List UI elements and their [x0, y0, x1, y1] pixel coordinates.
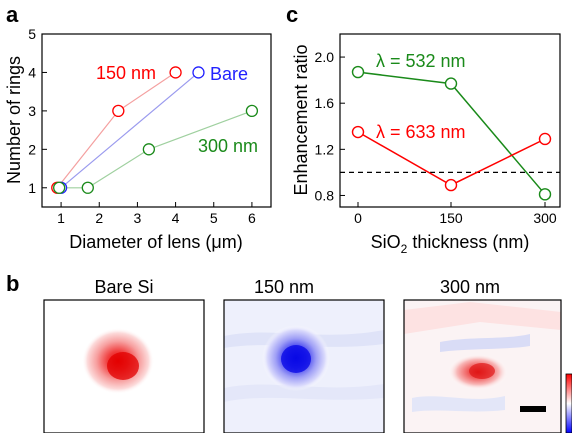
map-title-300nm: 300 nm — [440, 277, 500, 297]
map-bare-si — [44, 300, 204, 433]
legend-150nm: 150 nm — [96, 63, 156, 83]
c-data-point — [353, 127, 364, 138]
panel-b: b Bare Si 150 nm 300 nm — [6, 271, 572, 433]
c-x-tick-label: 0 — [354, 210, 362, 226]
a-data-point — [82, 182, 93, 193]
panel-a-y-axis-label: Number of rings — [4, 56, 24, 184]
a-y-tick-label: 2 — [28, 141, 36, 157]
a-data-point — [143, 144, 154, 155]
a-data-point — [246, 105, 257, 116]
panel-a-plot-frame — [42, 34, 271, 207]
a-series-line-0 — [57, 72, 175, 187]
panel-a-ticks: 1 2 3 4 5 6 1 2 3 4 5 — [28, 26, 256, 226]
c-x-tick-label: 150 — [439, 210, 463, 226]
map-150nm — [224, 300, 384, 433]
legend-532nm: λ = 532 nm — [376, 51, 466, 71]
panel-c-y-axis-label: Enhancement ratio — [291, 44, 311, 195]
c-data-point — [353, 67, 364, 78]
map-150nm-core-spot — [281, 345, 311, 373]
a-x-tick-label: 5 — [210, 210, 218, 226]
c-y-tick-label: 1.2 — [315, 141, 335, 157]
c-y-tick-label: 0.8 — [315, 187, 335, 203]
panel-a-label: a — [6, 2, 19, 27]
map-300nm-noise-3 — [412, 396, 505, 412]
a-data-point — [170, 67, 181, 78]
c-data-point — [446, 180, 457, 191]
a-x-tick-label: 4 — [172, 210, 180, 226]
c-data-point — [540, 189, 551, 200]
panel-c-label: c — [286, 2, 298, 27]
c-y-tick-label: 1.6 — [315, 95, 335, 111]
a-x-tick-label: 3 — [134, 210, 142, 226]
a-y-tick-label: 4 — [28, 64, 36, 80]
a-y-tick-label: 1 — [28, 180, 36, 196]
c-data-point — [446, 78, 457, 89]
a-x-tick-label: 1 — [57, 210, 65, 226]
a-data-point — [113, 105, 124, 116]
a-y-tick-label: 3 — [28, 103, 36, 119]
panel-a-series-lines — [57, 72, 252, 187]
map-300nm-core-spot — [469, 363, 495, 379]
colorbar — [566, 374, 572, 433]
panel-c-x-axis-label: SiO2 thickness (nm) — [371, 232, 530, 256]
panel-a-x-axis-label: Diameter of lens (μm) — [69, 232, 242, 252]
a-data-point — [54, 182, 65, 193]
map-bare-si-core-spot — [107, 352, 139, 380]
c-x-tick-label: 300 — [533, 210, 557, 226]
legend-bare: Bare — [210, 64, 248, 84]
scale-bar — [520, 406, 546, 412]
c-y-tick-label: 2.0 — [315, 49, 335, 65]
legend-633nm: λ = 633 nm — [376, 122, 466, 142]
c-data-point — [540, 133, 551, 144]
panel-b-label: b — [6, 271, 19, 296]
panel-a: a 1 2 3 4 5 6 1 2 3 4 5 Number of rings Diameter o… — [4, 2, 271, 252]
legend-300nm: 300 nm — [198, 136, 258, 156]
map-title-150nm: 150 nm — [254, 277, 314, 297]
a-y-tick-label: 5 — [28, 26, 36, 42]
a-x-tick-label: 2 — [95, 210, 103, 226]
map-title-bare-si: Bare Si — [94, 277, 153, 297]
a-data-point — [193, 67, 204, 78]
a-series-line-1 — [61, 72, 198, 187]
map-300nm — [404, 300, 561, 433]
a-x-tick-label: 6 — [248, 210, 256, 226]
